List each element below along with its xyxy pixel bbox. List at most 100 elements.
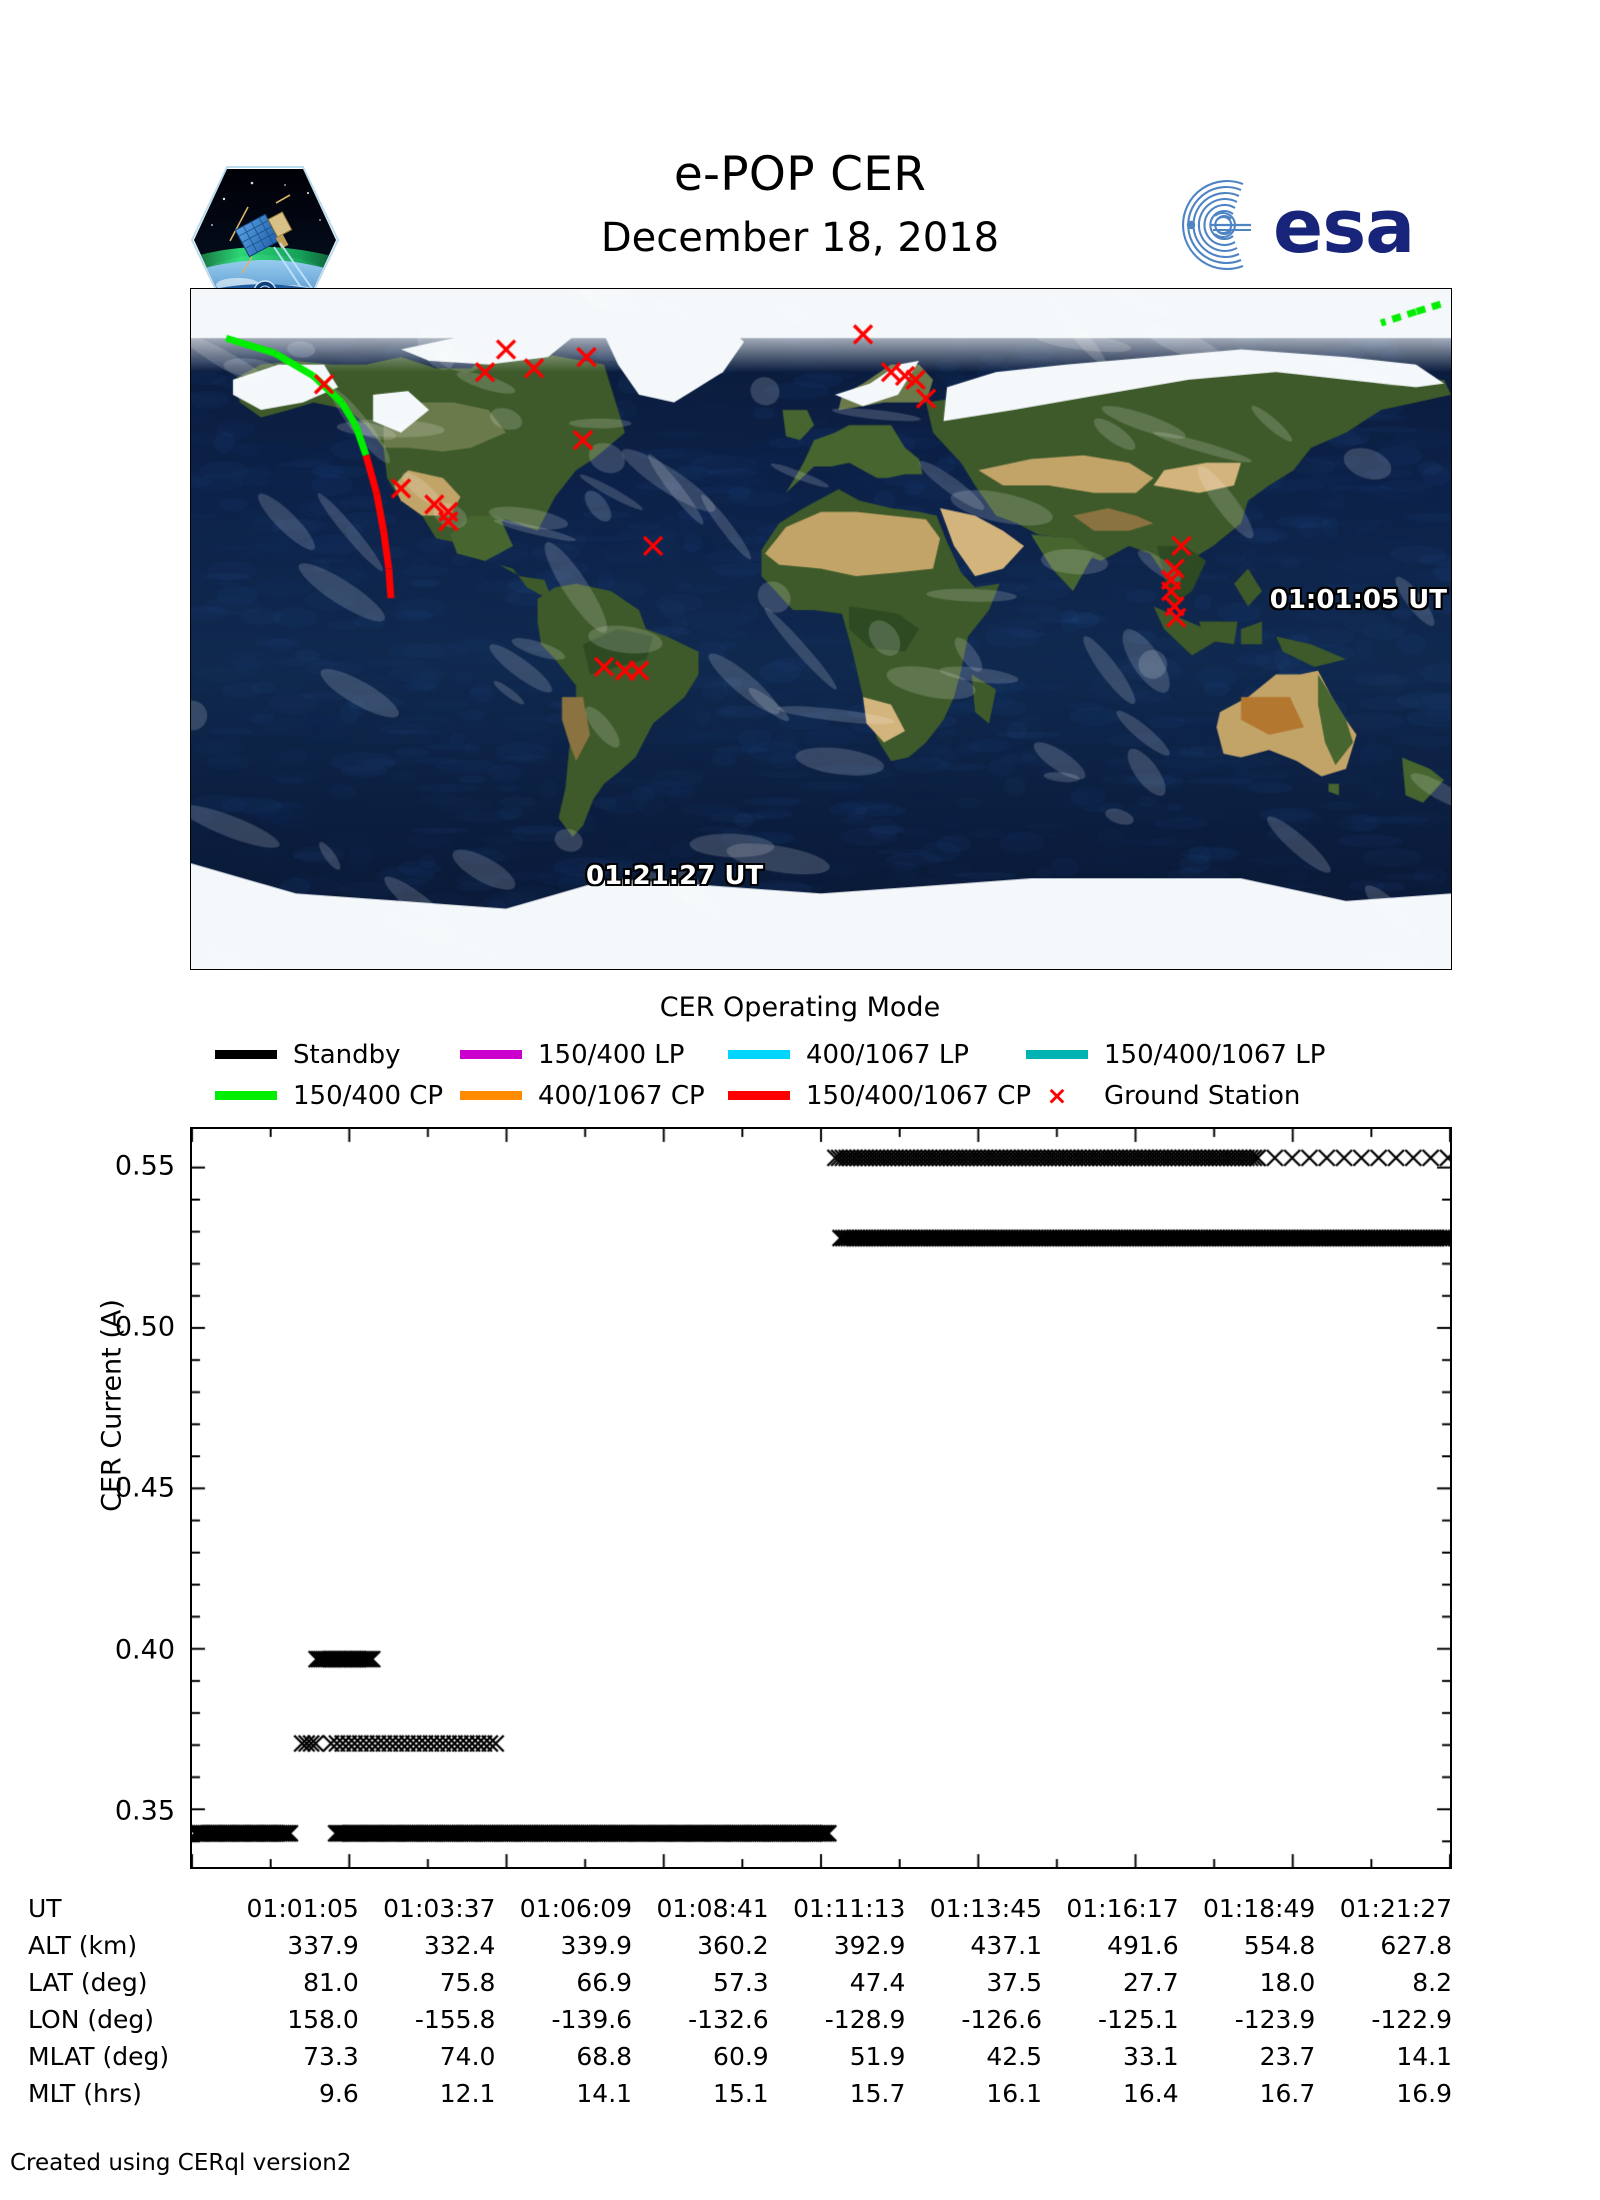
table-cell: -139.6 — [495, 2001, 632, 2038]
world-map-panel[interactable]: 01:01:05 UT 01:21:27 UT — [190, 288, 1452, 970]
world-map-canvas — [191, 289, 1451, 969]
table-cell: 392.9 — [769, 1927, 906, 1964]
page-subtitle-date: December 18, 2018 — [450, 217, 1150, 259]
table-cell: 01:13:45 — [905, 1890, 1042, 1927]
table-cell: 16.7 — [1179, 2075, 1316, 2112]
y-tick-0.50: 0.50 — [35, 1312, 175, 1343]
table-cell: 9.6 — [222, 2075, 359, 2112]
legend-item-400-1067-cp[interactable]: 400/1067 CP — [460, 1081, 728, 1111]
legend-item-standby[interactable]: Standby — [215, 1040, 460, 1070]
legend-row: 150/400 CP 400/1067 CP 150/400/1067 CP × Gro… — [215, 1075, 1445, 1116]
table-row-header: ALT (km) — [28, 1927, 222, 1964]
table-cell: 47.4 — [769, 1964, 906, 2001]
table-cell: 37.5 — [905, 1964, 1042, 2001]
legend-label: 150/400 CP — [293, 1081, 443, 1111]
y-axis-tick-labels: 0.35 0.40 0.45 0.50 0.55 — [30, 1127, 175, 1869]
legend-item-ground-station[interactable]: × Ground Station — [1026, 1081, 1326, 1111]
cer-current-scatter-plot[interactable] — [190, 1127, 1452, 1869]
table-cell: -126.6 — [905, 2001, 1042, 2038]
table-cell: 01:18:49 — [1179, 1890, 1316, 1927]
legend-item-400-1067-lp[interactable]: 400/1067 LP — [728, 1040, 1026, 1070]
table-cell: 42.5 — [905, 2038, 1042, 2075]
legend-item-150-400-1067-cp[interactable]: 150/400/1067 CP — [728, 1081, 1026, 1111]
table-cell: 33.1 — [1042, 2038, 1179, 2075]
header: CASSIOPE e-POP CER December 18, 2018 — [0, 60, 1600, 230]
esa-logo-text: esa — [1273, 184, 1414, 270]
legend-color-swatch — [460, 1091, 522, 1100]
table-cell: 01:16:17 — [1042, 1890, 1179, 1927]
esa-agency-logo: esa — [1155, 172, 1455, 277]
table-cell: 15.7 — [769, 2075, 906, 2112]
table-cell: -155.8 — [359, 2001, 496, 2038]
page-title: e-POP CER — [450, 150, 1150, 199]
legend-row: Standby 150/400 LP 400/1067 LP 150/400/1067… — [215, 1034, 1445, 1075]
legend-title: CER Operating Mode — [0, 992, 1600, 1023]
table-cell: 01:08:41 — [632, 1890, 769, 1927]
table-cell: 337.9 — [222, 1927, 359, 1964]
legend-item-150-400-lp[interactable]: 150/400 LP — [460, 1040, 728, 1070]
title-block: e-POP CER December 18, 2018 — [450, 150, 1150, 259]
table-row: LON (deg) 158.0 -155.8 -139.6 -132.6 -128.9 -1… — [28, 2001, 1452, 2038]
table-cell: 27.7 — [1042, 1964, 1179, 2001]
table-row: ALT (km) 337.9 332.4 339.9 360.2 392.9 437.1 49… — [28, 1927, 1452, 1964]
legend-color-swatch — [460, 1050, 522, 1059]
table-cell: -122.9 — [1315, 2001, 1452, 2038]
legend-color-swatch — [215, 1050, 277, 1059]
table-row-header: MLT (hrs) — [28, 2075, 222, 2112]
table-row-header: LON (deg) — [28, 2001, 222, 2038]
table-cell: 360.2 — [632, 1927, 769, 1964]
legend-label: 400/1067 CP — [538, 1081, 705, 1111]
table-cell: 60.9 — [632, 2038, 769, 2075]
legend-label: 150/400/1067 LP — [1104, 1040, 1325, 1070]
y-tick-0.35: 0.35 — [35, 1795, 175, 1826]
table-cell: 16.1 — [905, 2075, 1042, 2112]
table-cell: 15.1 — [632, 2075, 769, 2112]
legend-label: Ground Station — [1104, 1081, 1300, 1111]
parameter-table-wrap: UT 01:01:05 01:03:37 01:06:09 01:08:41 01:11:… — [28, 1890, 1588, 2112]
table-cell: 81.0 — [222, 1964, 359, 2001]
table-row: LAT (deg) 81.0 75.8 66.9 57.3 47.4 37.5 27.7 18.… — [28, 1964, 1452, 2001]
table-cell: -125.1 — [1042, 2001, 1179, 2038]
legend: Standby 150/400 LP 400/1067 LP 150/400/1067… — [215, 1034, 1445, 1116]
scatter-plot-canvas — [192, 1129, 1450, 1867]
table-row-header: UT — [28, 1890, 222, 1927]
table-cell: 18.0 — [1179, 1964, 1316, 2001]
table-row: UT 01:01:05 01:03:37 01:06:09 01:08:41 01:11:… — [28, 1890, 1452, 1927]
table-cell: 75.8 — [359, 1964, 496, 2001]
table-row: MLT (hrs) 9.6 12.1 14.1 15.1 15.7 16.1 16.4 16.7… — [28, 2075, 1452, 2112]
page-root: CASSIOPE e-POP CER December 18, 2018 — [0, 0, 1600, 2200]
table-cell: 57.3 — [632, 1964, 769, 2001]
table-cell: 491.6 — [1042, 1927, 1179, 1964]
y-tick-0.55: 0.55 — [35, 1150, 175, 1181]
legend-label: 150/400 LP — [538, 1040, 684, 1070]
esa-logo-icon: esa — [1155, 172, 1455, 277]
table-cell: 16.4 — [1042, 2075, 1179, 2112]
legend-item-150-400-cp[interactable]: 150/400 CP — [215, 1081, 460, 1111]
table-cell: 339.9 — [495, 1927, 632, 1964]
table-cell: 01:03:37 — [359, 1890, 496, 1927]
table-cell: 01:06:09 — [495, 1890, 632, 1927]
legend-color-swatch — [728, 1091, 790, 1100]
table-cell: 73.3 — [222, 2038, 359, 2075]
table-cell: 14.1 — [1315, 2038, 1452, 2075]
table-row: MLAT (deg) 73.3 74.0 68.8 60.9 51.9 42.5 33.1 23… — [28, 2038, 1452, 2075]
table-cell: 01:01:05 — [222, 1890, 359, 1927]
table-cell: -123.9 — [1179, 2001, 1316, 2038]
table-cell: 627.8 — [1315, 1927, 1452, 1964]
table-cell: 437.1 — [905, 1927, 1042, 1964]
table-cell: -128.9 — [769, 2001, 906, 2038]
table-cell: 74.0 — [359, 2038, 496, 2075]
table-cell: 554.8 — [1179, 1927, 1316, 1964]
table-cell: 01:11:13 — [769, 1890, 906, 1927]
legend-label: 150/400/1067 CP — [806, 1081, 1031, 1111]
footer-credit: Created using CERql version2 — [10, 2150, 352, 2176]
table-cell: 14.1 — [495, 2075, 632, 2112]
table-cell: 01:21:27 — [1315, 1890, 1452, 1927]
legend-item-150-400-1067-lp[interactable]: 150/400/1067 LP — [1026, 1040, 1326, 1070]
table-cell: 8.2 — [1315, 1964, 1452, 2001]
table-cell: 12.1 — [359, 2075, 496, 2112]
table-row-header: LAT (deg) — [28, 1964, 222, 2001]
y-tick-0.40: 0.40 — [35, 1634, 175, 1665]
table-cell: 68.8 — [495, 2038, 632, 2075]
parameter-table: UT 01:01:05 01:03:37 01:06:09 01:08:41 01:11:… — [28, 1890, 1452, 2112]
